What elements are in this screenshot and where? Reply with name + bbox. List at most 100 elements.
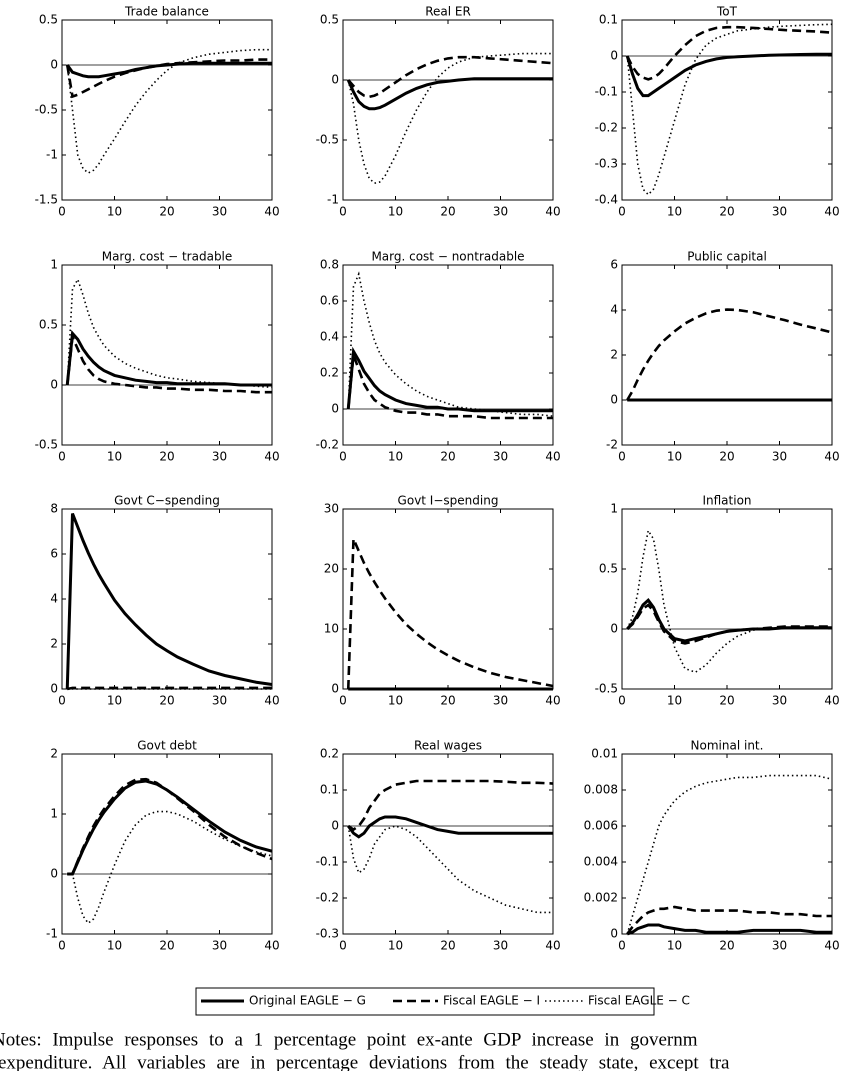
y-tick-label: 0.004 (584, 855, 618, 869)
subplot-title: Inflation (702, 494, 751, 508)
y-tick-label: -0.2 (316, 438, 339, 452)
x-tick-label: 10 (388, 450, 403, 464)
x-tick-label: 30 (772, 450, 787, 464)
x-tick-label: 40 (545, 205, 560, 219)
series-line (346, 346, 553, 413)
y-tick-label: 0.1 (320, 783, 339, 797)
y-tick-label: 6 (50, 547, 58, 561)
y-tick-label: 0 (610, 49, 618, 63)
x-tick-label: 40 (824, 694, 839, 708)
y-tick-label: 0 (50, 58, 58, 72)
y-tick-label: -0.5 (35, 438, 58, 452)
x-tick-label: 0 (339, 205, 347, 219)
notes-line: expenditure. All variables are in percen… (0, 1052, 730, 1071)
series-line (626, 774, 833, 935)
series-line (346, 354, 553, 420)
series-line (347, 779, 554, 832)
x-tick-label: 0 (618, 205, 626, 219)
x-tick-label: 30 (772, 205, 787, 219)
y-tick-label: 0 (50, 378, 58, 392)
x-tick-label: 10 (667, 450, 682, 464)
y-tick-label: 4 (50, 592, 58, 606)
y-tick-label: -2 (606, 438, 618, 452)
subplot-title: Marg. cost − nontradable (371, 250, 524, 264)
x-tick-label: 0 (339, 450, 347, 464)
x-tick-label: 40 (824, 939, 839, 953)
series-line (65, 512, 273, 690)
x-tick-label: 10 (388, 205, 403, 219)
y-tick-label: 8 (50, 502, 58, 516)
x-tick-label: 0 (618, 450, 626, 464)
axes-frame (342, 508, 554, 690)
y-tick-label: 0.6 (320, 294, 339, 308)
y-tick-label: 0.5 (39, 13, 58, 27)
x-tick-label: 40 (264, 205, 279, 219)
y-tick-label: 4 (610, 303, 618, 317)
series-line (626, 308, 833, 401)
x-tick-label: 20 (719, 450, 734, 464)
y-tick-label: 1 (50, 258, 58, 272)
x-tick-label: 30 (212, 694, 227, 708)
series-line (626, 603, 832, 645)
x-tick-label: 40 (545, 939, 560, 953)
x-tick-label: 30 (493, 450, 508, 464)
series-line (67, 779, 273, 876)
notes-line: Notes: Impulse responses to a 1 percenta… (0, 1029, 698, 1050)
x-tick-label: 40 (264, 939, 279, 953)
series-line (66, 686, 272, 691)
series-line (626, 23, 833, 196)
series-line (347, 52, 553, 185)
subplot-title: ToT (716, 5, 738, 19)
subplot-title: Govt debt (137, 739, 197, 753)
series-line (626, 25, 833, 81)
y-tick-label: 0.8 (320, 258, 339, 272)
x-tick-label: 30 (493, 939, 508, 953)
series-line (66, 277, 273, 389)
y-tick-label: 10 (324, 622, 339, 636)
series-line (347, 55, 554, 99)
y-tick-label: -0.3 (316, 927, 339, 941)
x-tick-label: 30 (493, 205, 508, 219)
y-tick-label: 0.2 (320, 747, 339, 761)
subplot-title: Real wages (414, 739, 482, 753)
y-tick-label: -0.5 (595, 682, 618, 696)
x-tick-label: 20 (440, 939, 455, 953)
y-tick-label: -1 (46, 148, 58, 162)
x-tick-label: 10 (388, 939, 403, 953)
y-tick-label: 0.5 (320, 13, 339, 27)
x-tick-label: 10 (667, 694, 682, 708)
x-tick-label: 40 (824, 450, 839, 464)
x-tick-label: 30 (772, 939, 787, 953)
x-tick-label: 0 (58, 939, 66, 953)
y-tick-label: 0 (331, 819, 339, 833)
axes-frame (621, 508, 833, 690)
series-line (626, 905, 832, 935)
x-tick-label: 10 (107, 450, 122, 464)
x-tick-label: 40 (545, 694, 560, 708)
x-tick-label: 0 (618, 939, 626, 953)
y-tick-label: 0 (610, 622, 618, 636)
y-tick-label: 0.006 (584, 819, 618, 833)
axes-frame (61, 264, 273, 446)
series-line (626, 923, 832, 936)
y-tick-label: 30 (324, 502, 339, 516)
series-line (626, 528, 832, 674)
y-tick-label: 20 (324, 562, 339, 576)
y-tick-label: 6 (610, 258, 618, 272)
y-tick-label: -0.1 (595, 85, 618, 99)
x-tick-label: 20 (440, 450, 455, 464)
series-line (65, 329, 272, 387)
y-tick-label: 0.2 (320, 366, 339, 380)
y-tick-label: -1 (327, 193, 339, 207)
x-tick-label: 30 (212, 450, 227, 464)
x-tick-label: 10 (667, 939, 682, 953)
series-line (347, 815, 553, 839)
subplot-title: Nominal int. (691, 739, 764, 753)
y-tick-label: 2 (50, 637, 58, 651)
x-tick-label: 0 (58, 694, 66, 708)
x-tick-label: 30 (493, 694, 508, 708)
series-line (65, 58, 272, 99)
x-tick-label: 40 (264, 450, 279, 464)
series-line (347, 271, 554, 417)
x-tick-label: 20 (719, 694, 734, 708)
